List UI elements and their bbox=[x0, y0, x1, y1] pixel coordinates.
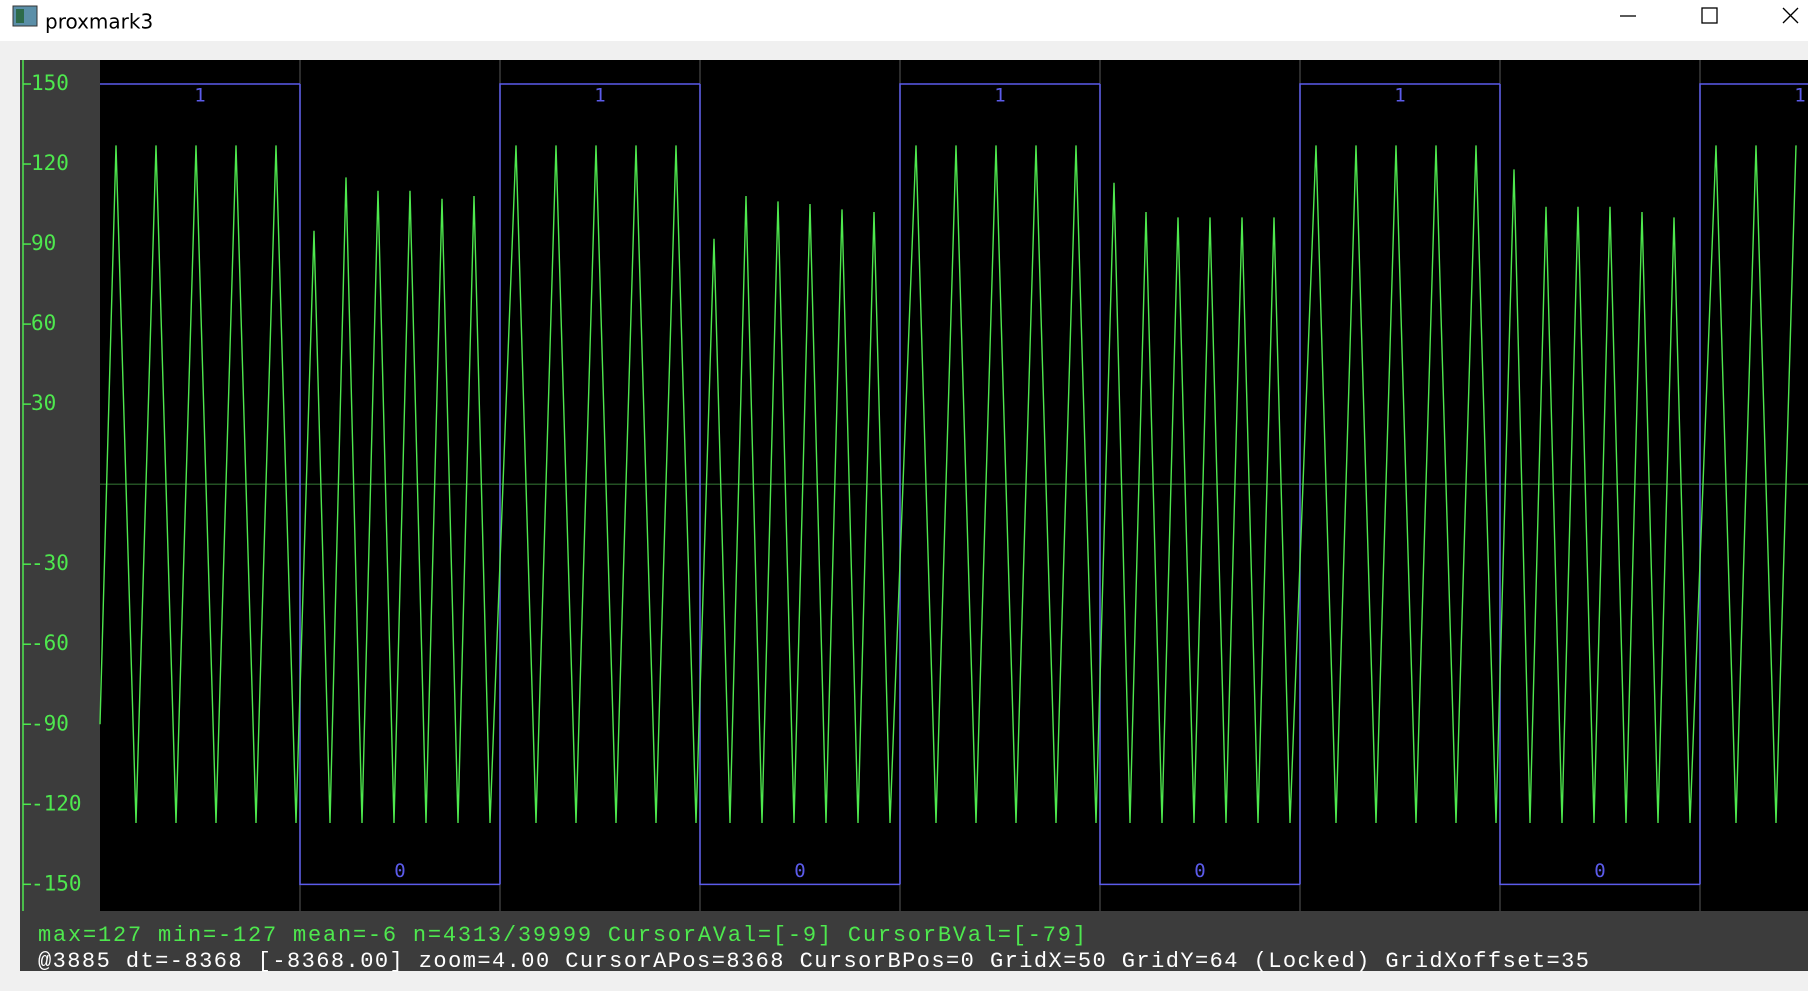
y-tick-label: -30 bbox=[31, 551, 69, 575]
waveform bbox=[99, 145, 1797, 823]
status-panel bbox=[20, 911, 1808, 971]
y-tick-label: -90 bbox=[31, 711, 69, 735]
y-tick-label: -120 bbox=[31, 791, 82, 815]
window-title: proxmark3 bbox=[45, 10, 153, 34]
demod-bit-label: 0 bbox=[794, 860, 805, 882]
demod-bit bbox=[1299, 83, 1500, 885]
status-line-1: max=127 min=-127 mean=-6 n=4313/39999 Cu… bbox=[38, 923, 1086, 948]
maximize-button[interactable] bbox=[1701, 7, 1718, 24]
close-button[interactable] bbox=[1782, 7, 1799, 24]
status-line-2: @3885 dt=-8368 [-8368.00] zoom=4.00 Curs… bbox=[38, 949, 1589, 974]
demod-bit bbox=[299, 84, 500, 886]
demod-bit bbox=[1499, 84, 1700, 886]
y-tick-label: 60 bbox=[31, 311, 56, 335]
y-axis-panel bbox=[20, 60, 100, 911]
y-tick-label: 30 bbox=[31, 391, 56, 415]
y-tick-label: 150 bbox=[31, 71, 69, 95]
demod-bit bbox=[1099, 84, 1300, 886]
demod-bit-label: 0 bbox=[394, 860, 405, 882]
demod-bit-label: 1 bbox=[1794, 85, 1805, 107]
demod-bit-label: 0 bbox=[1594, 860, 1605, 882]
y-tick-label: 120 bbox=[31, 151, 69, 175]
y-tick-label: -150 bbox=[31, 871, 82, 895]
demod-bit-label: 1 bbox=[594, 85, 605, 107]
demod-bit-label: 0 bbox=[1194, 860, 1205, 882]
app-icon bbox=[12, 5, 38, 27]
demod-bit bbox=[1699, 83, 1808, 885]
plot-area bbox=[100, 60, 1808, 911]
demod-bit-label: 1 bbox=[994, 85, 1005, 107]
demod-bit bbox=[699, 84, 900, 886]
demod-bit bbox=[499, 83, 700, 885]
y-tick-label: -60 bbox=[31, 631, 69, 655]
y-tick-label: 90 bbox=[31, 231, 56, 255]
demod-bit-label: 1 bbox=[194, 85, 205, 107]
title-bar bbox=[0, 0, 1808, 41]
demod-bit bbox=[899, 83, 1100, 885]
demod-bit-label: 1 bbox=[1394, 85, 1405, 107]
